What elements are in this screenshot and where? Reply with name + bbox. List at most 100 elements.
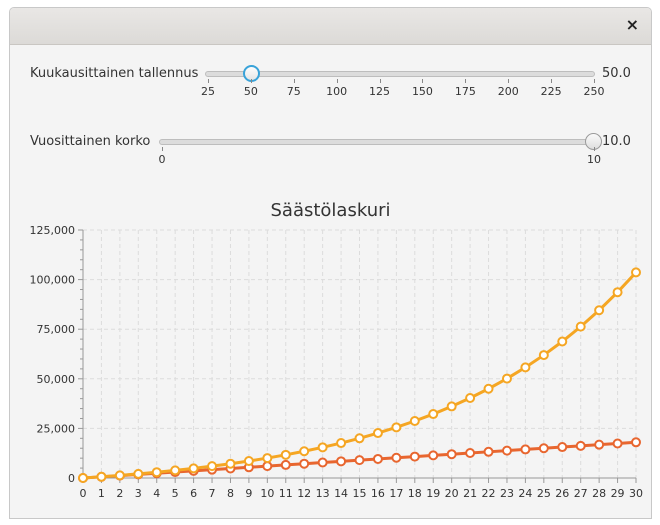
series-1-point bbox=[317, 442, 328, 453]
series-1-point bbox=[151, 467, 162, 478]
x-tick-label: 4 bbox=[153, 487, 160, 500]
close-icon[interactable]: × bbox=[625, 15, 639, 34]
annual-interest-label: Vuosittainen korko bbox=[30, 134, 151, 149]
slider-tick bbox=[208, 79, 209, 83]
monthly-savings-slider-track[interactable] bbox=[205, 71, 595, 77]
slider-tick bbox=[379, 79, 381, 83]
y-tick-label: 125,000 bbox=[30, 224, 76, 237]
x-tick-label: 19 bbox=[426, 487, 440, 500]
annual-interest-slider-track[interactable] bbox=[159, 139, 595, 145]
x-tick-label: 17 bbox=[389, 487, 403, 500]
series-1-point bbox=[409, 415, 420, 426]
x-tick-label: 24 bbox=[518, 487, 532, 500]
slider-tick-label: 150 bbox=[411, 85, 433, 98]
series-0-point bbox=[594, 439, 605, 450]
y-tick-label: 25,000 bbox=[37, 422, 76, 435]
series-1-point bbox=[391, 422, 402, 433]
x-tick-label: 10 bbox=[260, 487, 274, 500]
x-tick-label: 20 bbox=[445, 487, 459, 500]
series-1-point bbox=[631, 267, 641, 278]
x-tick-label: 8 bbox=[227, 487, 234, 500]
series-1-point bbox=[520, 362, 531, 373]
y-tick-label: 75,000 bbox=[37, 323, 76, 336]
series-1-point bbox=[336, 438, 347, 449]
slider-tick bbox=[250, 79, 252, 83]
y-tick-label: 100,000 bbox=[30, 274, 76, 287]
annual-interest-slider-thumb[interactable] bbox=[585, 133, 602, 150]
series-1-point bbox=[612, 287, 623, 298]
slider-tick bbox=[594, 79, 595, 83]
series-0-point bbox=[446, 449, 457, 460]
series-0-point bbox=[391, 452, 402, 463]
series-0-point bbox=[538, 443, 549, 454]
series-1-point bbox=[225, 458, 236, 469]
slider-tick-label: 50 bbox=[243, 85, 258, 98]
series-1-point bbox=[483, 383, 494, 394]
series-0-point bbox=[428, 450, 439, 461]
series-1-point bbox=[280, 449, 291, 460]
slider-tick bbox=[422, 79, 424, 83]
x-tick-label: 14 bbox=[334, 487, 348, 500]
x-tick-label: 23 bbox=[500, 487, 514, 500]
app-window: × Kuukausittainen tallennus 50.0 25 50 75 1… bbox=[9, 7, 652, 519]
y-tick-label: 50,000 bbox=[37, 373, 76, 386]
x-tick-label: 15 bbox=[353, 487, 367, 500]
series-0-point bbox=[280, 459, 291, 470]
slider-tick bbox=[293, 79, 295, 83]
x-tick-label: 5 bbox=[172, 487, 179, 500]
series-0-point bbox=[299, 458, 310, 469]
x-tick-label: 18 bbox=[408, 487, 422, 500]
annual-interest-value: 10.0 bbox=[602, 134, 631, 149]
series-0-point bbox=[631, 437, 641, 448]
series-0-point bbox=[575, 440, 586, 451]
series-0-point bbox=[372, 453, 383, 464]
series-0-point bbox=[317, 457, 328, 468]
slider-tick bbox=[336, 79, 338, 83]
x-tick-label: 1 bbox=[98, 487, 105, 500]
x-tick-label: 30 bbox=[629, 487, 643, 500]
y-tick-label: 0 bbox=[68, 472, 75, 485]
slider-tick-label: 200 bbox=[497, 85, 519, 98]
series-1-point bbox=[207, 461, 218, 472]
series-1-point bbox=[465, 392, 476, 403]
slider-tick-label: 100 bbox=[326, 85, 348, 98]
slider-tick-label: 250 bbox=[583, 85, 605, 98]
x-tick-label: 11 bbox=[279, 487, 293, 500]
series-0-point bbox=[501, 445, 512, 456]
series-0-point bbox=[520, 444, 531, 455]
series-1-point bbox=[133, 468, 144, 479]
slider-tick bbox=[508, 79, 510, 83]
slider-tick-label: 225 bbox=[540, 85, 562, 98]
x-tick-label: 16 bbox=[371, 487, 385, 500]
slider-tick bbox=[594, 147, 595, 151]
x-tick-label: 9 bbox=[245, 487, 252, 500]
x-tick-label: 0 bbox=[80, 487, 87, 500]
series-0-point bbox=[483, 446, 494, 457]
series-1-point bbox=[114, 470, 125, 481]
series-1-point bbox=[446, 401, 457, 412]
series-1-point bbox=[78, 473, 88, 483]
series-1-point bbox=[188, 463, 199, 474]
series-0-point bbox=[262, 461, 273, 472]
series-1-point bbox=[299, 446, 310, 457]
x-tick-label: 28 bbox=[592, 487, 606, 500]
x-tick-label: 27 bbox=[574, 487, 588, 500]
x-tick-label: 13 bbox=[316, 487, 330, 500]
x-tick-label: 12 bbox=[297, 487, 311, 500]
x-tick-label: 29 bbox=[611, 487, 625, 500]
series-1-point bbox=[170, 465, 181, 476]
series-0-point bbox=[336, 456, 347, 467]
x-tick-label: 3 bbox=[135, 487, 142, 500]
series-1-point bbox=[538, 350, 549, 361]
series-1-point bbox=[575, 321, 586, 332]
series-1-point bbox=[96, 471, 107, 482]
series-1-point bbox=[354, 433, 365, 444]
x-tick-label: 22 bbox=[482, 487, 496, 500]
series-1-point bbox=[372, 428, 383, 439]
series-1-point bbox=[428, 409, 439, 420]
slider-tick-label: 25 bbox=[201, 85, 215, 98]
slider-tick bbox=[551, 79, 553, 83]
slider-tick-label: 175 bbox=[454, 85, 476, 98]
series-1-point bbox=[243, 456, 254, 467]
title-bar: × bbox=[10, 8, 651, 45]
